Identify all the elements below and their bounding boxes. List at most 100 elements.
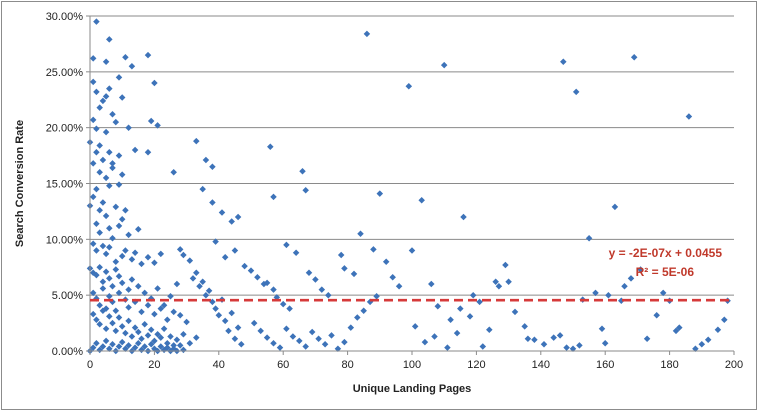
data-point — [186, 257, 194, 264]
data-point — [421, 338, 429, 346]
data-point — [176, 312, 184, 319]
data-point — [234, 213, 242, 221]
data-point — [138, 260, 145, 268]
data-point — [318, 286, 326, 293]
data-point — [193, 269, 200, 277]
data-point — [524, 335, 532, 342]
data-point — [151, 310, 158, 318]
data-point — [125, 317, 132, 325]
data-point — [505, 278, 512, 286]
data-point — [637, 266, 644, 273]
data-point — [431, 333, 438, 340]
x-tick-label: 100 — [403, 359, 421, 371]
data-point — [89, 344, 97, 351]
data-point — [151, 337, 158, 345]
data-point — [93, 18, 100, 25]
data-point — [173, 280, 181, 288]
data-point — [193, 334, 200, 341]
x-tick-label: 140 — [532, 359, 550, 371]
data-point — [354, 314, 361, 321]
data-point — [93, 339, 100, 347]
x-tick-label: 200 — [725, 359, 743, 371]
data-point — [93, 271, 100, 279]
data-point — [128, 276, 136, 283]
data-point — [395, 282, 403, 290]
data-point — [283, 241, 290, 249]
data-point — [205, 287, 213, 294]
data-point — [373, 293, 380, 300]
data-point — [212, 305, 219, 312]
data-point — [572, 88, 580, 96]
data-point — [721, 316, 728, 323]
data-point — [228, 218, 235, 225]
data-point — [167, 293, 174, 300]
data-point — [569, 345, 577, 353]
data-point — [102, 128, 110, 136]
data-point — [170, 342, 177, 349]
data-point — [96, 104, 103, 111]
data-point — [440, 61, 448, 69]
data-point — [122, 247, 129, 254]
data-point — [112, 258, 120, 265]
data-point — [202, 156, 210, 164]
data-point — [122, 329, 129, 337]
data-point — [138, 346, 145, 354]
data-point — [89, 310, 97, 318]
data-point — [325, 291, 332, 299]
data-point — [411, 323, 419, 330]
data-point — [334, 345, 342, 353]
data-point — [267, 143, 274, 150]
data-point — [93, 185, 100, 193]
data-point — [102, 174, 110, 182]
data-point — [257, 327, 264, 335]
data-point — [328, 332, 335, 339]
x-axis-title: Unique Landing Pages — [353, 383, 472, 395]
data-point — [102, 58, 110, 66]
data-point — [128, 62, 136, 70]
data-point — [176, 246, 184, 253]
data-point — [135, 282, 142, 290]
data-point — [350, 270, 358, 278]
data-point — [263, 279, 271, 287]
data-point — [492, 278, 499, 286]
data-point — [360, 307, 367, 315]
data-point — [428, 280, 435, 288]
data-point — [115, 272, 123, 280]
data-point — [270, 339, 277, 347]
data-point — [605, 291, 612, 299]
data-point — [89, 240, 97, 248]
data-point — [135, 226, 142, 233]
x-tick-label: 180 — [660, 359, 678, 371]
data-point — [299, 167, 306, 175]
data-point — [96, 320, 103, 328]
data-point — [560, 58, 567, 66]
data-point — [96, 142, 103, 149]
data-point — [643, 335, 651, 342]
data-point — [305, 269, 313, 277]
data-point — [109, 341, 116, 348]
data-point — [106, 345, 113, 353]
data-point — [115, 314, 123, 321]
data-point — [106, 36, 113, 43]
data-point — [157, 250, 165, 258]
data-point — [363, 30, 371, 38]
data-point — [102, 250, 110, 258]
data-point — [118, 338, 126, 346]
data-point — [434, 303, 442, 310]
data-point — [585, 234, 593, 242]
data-point — [106, 182, 113, 189]
data-point — [164, 344, 171, 351]
data-point — [221, 317, 229, 325]
data-point — [479, 343, 487, 350]
data-point — [247, 267, 255, 274]
data-point — [370, 246, 377, 253]
data-point — [276, 344, 284, 351]
data-point — [125, 124, 132, 131]
data-point — [286, 305, 293, 312]
data-point — [102, 212, 110, 220]
data-point — [138, 335, 145, 342]
x-tick-label: 20 — [148, 359, 160, 371]
data-point — [495, 282, 503, 290]
data-point — [89, 55, 97, 62]
data-point — [118, 279, 126, 287]
